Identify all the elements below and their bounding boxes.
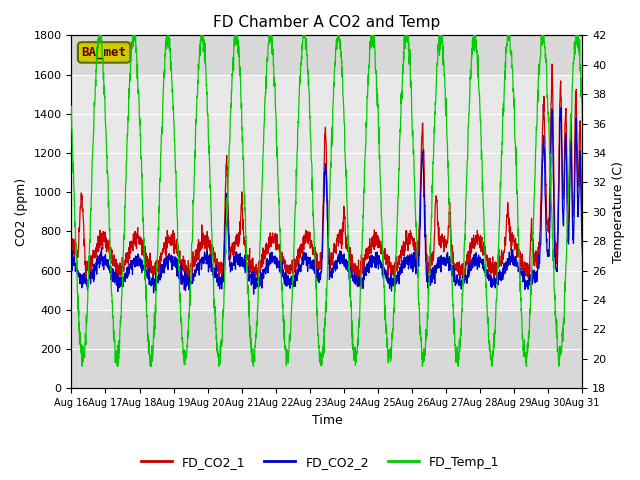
- Bar: [72, 74, 582, 310]
- Legend: FD_CO2_1, FD_CO2_2, FD_Temp_1: FD_CO2_1, FD_CO2_2, FD_Temp_1: [136, 451, 504, 474]
- Title: FD Chamber A CO2 and Temp: FD Chamber A CO2 and Temp: [213, 15, 440, 30]
- Y-axis label: Temperature (C): Temperature (C): [612, 161, 625, 263]
- Text: BA_met: BA_met: [82, 46, 127, 59]
- Y-axis label: CO2 (ppm): CO2 (ppm): [15, 178, 28, 246]
- X-axis label: Time: Time: [312, 414, 342, 427]
